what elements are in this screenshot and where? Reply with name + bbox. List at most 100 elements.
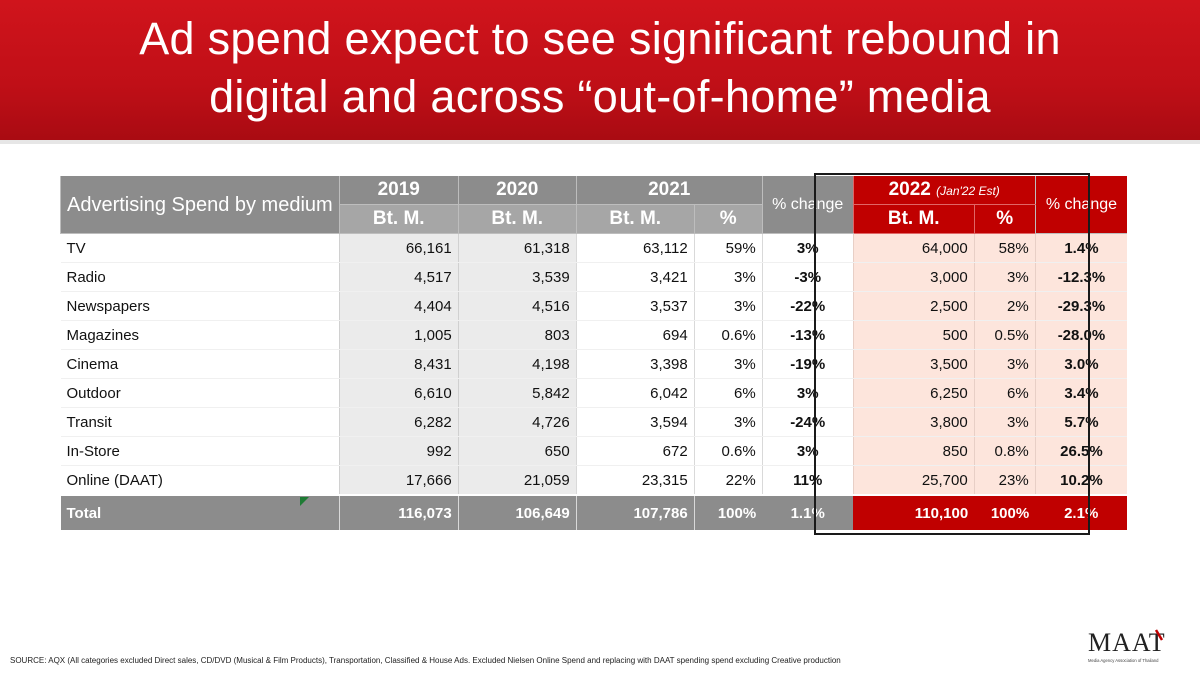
table-row: Online (DAAT) 17,666 21,059 23,315 22% 11% 25,… (60, 465, 1128, 496)
row-change: 3% (761, 233, 854, 263)
row-2020: 3,539 (457, 262, 577, 292)
header-pct-change-2022: % change (1034, 176, 1128, 234)
subheader-btm-2020: Bt. M. (457, 204, 577, 234)
row-share-2021: 0.6% (693, 320, 763, 350)
table-row: Newspapers 4,404 4,516 3,537 3% -22% 2,500 2% -2… (60, 291, 1128, 321)
row-share-2022: 0.5% (973, 320, 1036, 350)
row-2022: 500 (852, 320, 975, 350)
row-2021: 3,398 (575, 349, 695, 379)
row-change: -3% (761, 262, 854, 292)
row-2021: 672 (575, 436, 695, 466)
row-2019: 992 (338, 436, 459, 466)
maat-logo-accent (1154, 629, 1164, 641)
total-row: Total 116,073 106,649 107,786 100% 1.1% … (60, 494, 1128, 530)
subheader-btm-2022: Bt. M. (852, 204, 975, 234)
row-2022: 3,000 (852, 262, 975, 292)
header-2022-note: (Jan'22 Est) (936, 184, 1000, 198)
row-share-2021: 0.6% (693, 436, 763, 466)
row-share-2022: 58% (973, 233, 1036, 263)
maat-logo: MAAT Media Agency Association of Thailan… (1088, 628, 1166, 663)
row-change-2022: 26.5% (1034, 436, 1128, 466)
row-medium: Online (DAAT) (60, 465, 340, 496)
total-2020: 106,649 (457, 494, 577, 530)
row-2020: 4,198 (457, 349, 577, 379)
table-row: Radio 4,517 3,539 3,421 3% -3% 3,000 3% -12.3% (60, 262, 1128, 292)
row-2021: 694 (575, 320, 695, 350)
row-change: -24% (761, 407, 854, 437)
header-medium: Advertising Spend by medium (60, 176, 340, 234)
table-row: TV 66,161 61,318 63,112 59% 3% 64,000 58% 1.4% (60, 233, 1128, 263)
row-2019: 1,005 (338, 320, 459, 350)
row-2022: 850 (852, 436, 975, 466)
row-medium: Radio (60, 262, 340, 292)
row-2021: 3,421 (575, 262, 695, 292)
row-medium: Transit (60, 407, 340, 437)
row-2021: 3,594 (575, 407, 695, 437)
row-share-2021: 3% (693, 262, 763, 292)
row-share-2021: 59% (693, 233, 763, 263)
subheader-pct-2022: % (973, 204, 1036, 234)
maat-logo-text: MAAT (1088, 628, 1166, 657)
header-2020: 2020 (457, 176, 577, 205)
row-2020: 61,318 (457, 233, 577, 263)
row-2021: 23,315 (575, 465, 695, 496)
row-2019: 4,404 (338, 291, 459, 321)
row-2022: 3,800 (852, 407, 975, 437)
row-change-2022: 1.4% (1034, 233, 1128, 263)
ad-spend-table: Advertising Spend by medium 2019 2020 20… (60, 176, 1128, 530)
row-2019: 6,610 (338, 378, 459, 408)
total-label: Total (60, 494, 340, 530)
row-change: -19% (761, 349, 854, 379)
total-change-2022: 2.1% (1035, 494, 1128, 530)
row-2021: 6,042 (575, 378, 695, 408)
total-share-2021: 100% (693, 494, 763, 530)
row-change-2022: -28.0% (1034, 320, 1128, 350)
table-row: Outdoor 6,610 5,842 6,042 6% 3% 6,250 6% 3.4% (60, 378, 1128, 408)
row-medium: TV (60, 233, 340, 263)
table-row: In-Store 992 650 672 0.6% 3% 850 0.8% 26.5% (60, 436, 1128, 466)
total-2019: 116,073 (338, 494, 459, 530)
title-banner: Ad spend expect to see significant rebou… (0, 0, 1200, 144)
subheader-btm-2021: Bt. M. (575, 204, 695, 234)
row-2020: 803 (457, 320, 577, 350)
row-2021: 63,112 (575, 233, 695, 263)
row-change-2022: 3.4% (1034, 378, 1128, 408)
row-change: 3% (761, 378, 854, 408)
row-share-2021: 22% (693, 465, 763, 496)
cell-comment-marker (300, 497, 309, 506)
row-share-2022: 2% (973, 291, 1036, 321)
row-change-2022: -29.3% (1034, 291, 1128, 321)
subheader-pct-2021: % (693, 204, 763, 234)
row-share-2022: 0.8% (973, 436, 1036, 466)
row-share-2021: 3% (693, 291, 763, 321)
row-2021: 3,537 (575, 291, 695, 321)
page-title-line-1: Ad spend expect to see significant rebou… (139, 13, 1061, 64)
row-share-2021: 3% (693, 349, 763, 379)
row-change: -13% (761, 320, 854, 350)
table-row: Transit 6,282 4,726 3,594 3% -24% 3,800 3% 5.7% (60, 407, 1128, 437)
header-pct-change: % change (761, 176, 854, 234)
header-2019: 2019 (338, 176, 459, 205)
row-share-2022: 6% (973, 378, 1036, 408)
row-2022: 64,000 (852, 233, 975, 263)
total-2021: 107,786 (575, 494, 695, 530)
row-change: 11% (761, 465, 854, 496)
row-share-2022: 3% (973, 262, 1036, 292)
row-medium: Cinema (60, 349, 340, 379)
row-medium: In-Store (60, 436, 340, 466)
row-change-2022: 5.7% (1034, 407, 1128, 437)
page-title-line-2: digital and across “out-of-home” media (209, 71, 991, 122)
row-2020: 4,726 (457, 407, 577, 437)
row-change-2022: 10.2% (1034, 465, 1128, 496)
total-2022: 110,100 (853, 494, 975, 530)
row-2019: 6,282 (338, 407, 459, 437)
row-change-2022: 3.0% (1034, 349, 1128, 379)
maat-logo-subtitle: Media Agency Association of Thailand (1088, 658, 1159, 663)
subheader-btm-2019: Bt. M. (338, 204, 459, 234)
row-2020: 650 (457, 436, 577, 466)
source-note: SOURCE: AQX (All categories excluded Dir… (10, 656, 841, 665)
table-row: Magazines 1,005 803 694 0.6% -13% 500 0.5% -28.0… (60, 320, 1128, 350)
header-2022: 2022 (Jan'22 Est) (852, 176, 1036, 205)
row-2020: 4,516 (457, 291, 577, 321)
row-2020: 5,842 (457, 378, 577, 408)
